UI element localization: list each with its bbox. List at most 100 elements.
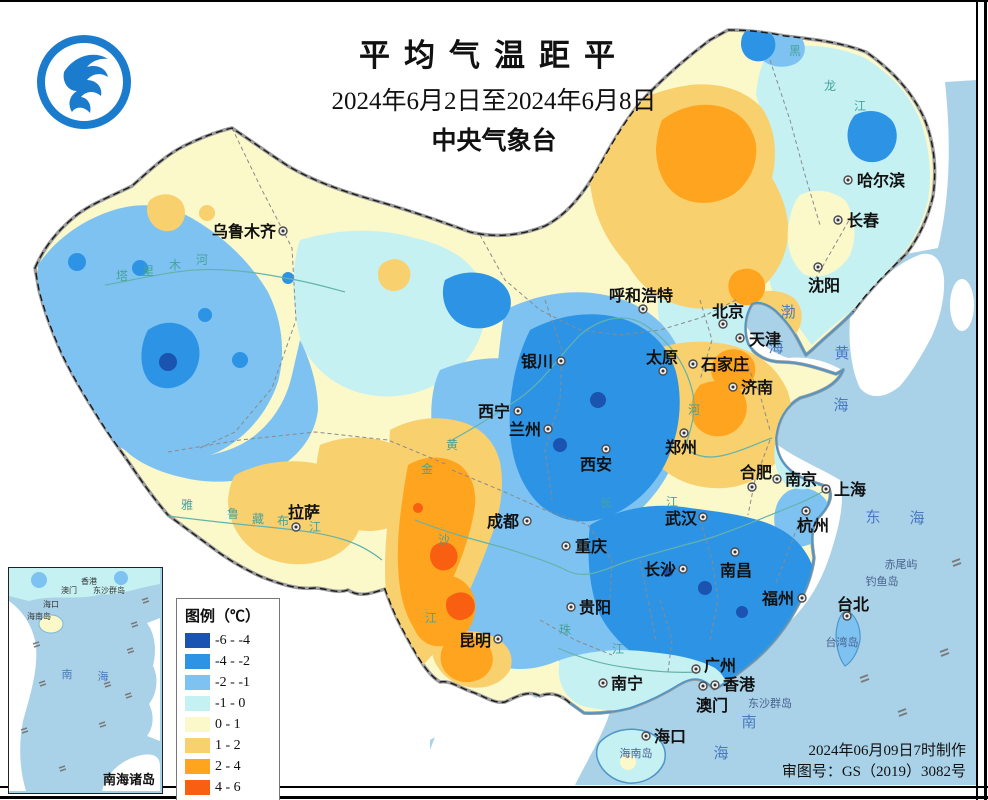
city-label: 济南: [741, 378, 773, 397]
yangtze-river: [414, 489, 827, 576]
city: 昆明: [459, 632, 503, 650]
anomaly-region: [146, 194, 186, 232]
city-label: 福州: [761, 589, 794, 608]
anomaly-region: [68, 253, 86, 271]
legend-label: 1 - 2: [215, 737, 241, 753]
city-label: 杭州: [797, 516, 829, 535]
river-label: 江: [612, 642, 624, 656]
city: 长沙: [644, 560, 688, 579]
international-border: [34, 29, 936, 704]
city: 西安: [580, 444, 612, 474]
city: 北京: [712, 302, 744, 329]
inset-sea-label: 南: [62, 668, 73, 681]
city-label: 郑州: [665, 438, 697, 457]
city-marker-dot: [281, 229, 285, 233]
anomaly-region: [442, 272, 511, 329]
river-label: 龙: [824, 79, 836, 93]
legend-label: -1 - 0: [215, 695, 246, 711]
inset-coast-spot: [114, 571, 128, 585]
city-label: 香港: [722, 675, 756, 694]
city: 重庆: [561, 537, 607, 556]
city-marker-dot: [601, 681, 605, 685]
inset-borneo: [102, 754, 160, 791]
city: 郑州: [665, 428, 697, 457]
city-label: 广州: [704, 656, 736, 675]
city-marker-dot: [721, 322, 725, 326]
frame-line-bottom-inner: [0, 786, 988, 788]
city: 武汉: [665, 509, 708, 528]
inset-place-label: 澳门: [61, 585, 77, 595]
city-label: 贵阳: [579, 598, 611, 617]
city-marker-dot: [750, 485, 754, 489]
anomaly-region: [656, 104, 757, 203]
city-marker-dot: [800, 596, 804, 600]
sea-label: 海: [833, 397, 848, 414]
city: 南宁: [598, 674, 643, 693]
city-label: 呼和浩特: [609, 286, 673, 305]
tarim-river: [104, 268, 346, 293]
city-label: 拉萨: [288, 503, 320, 522]
anomaly-region: [787, 190, 855, 277]
city-label: 沈阳: [808, 276, 840, 295]
city: 台北: [837, 595, 869, 621]
legend-item: 2 - 4: [185, 756, 273, 777]
river-layer: [104, 268, 827, 673]
city-marker-dot: [731, 385, 735, 389]
sea-label: 海: [909, 510, 924, 527]
city-marker-dot: [661, 369, 665, 373]
city-label: 天津: [749, 331, 781, 349]
city-marker-dot: [846, 178, 850, 182]
frame-line-right-inner: [976, 0, 978, 800]
city: 香港: [710, 675, 756, 694]
page-title: 平均气温距平: [359, 38, 629, 73]
anomaly-region: [698, 581, 712, 595]
legend-swatch: [185, 759, 210, 774]
city-label: 成都: [487, 512, 519, 531]
hainan-spot: [620, 754, 636, 770]
inset-island-marks: [20, 597, 150, 772]
anomaly-region: [741, 30, 776, 62]
anomaly-region: [663, 567, 673, 577]
inset-sea-label: 海: [98, 669, 109, 683]
inset-vietnam: [9, 601, 37, 791]
inset-place-label: 海口: [43, 599, 59, 609]
city: 杭州: [797, 506, 829, 535]
city: 福州: [761, 589, 807, 608]
legend-swatch: [185, 696, 210, 711]
province-borders: [167, 59, 853, 673]
city-marker-dot: [682, 431, 686, 435]
anomaly-region: [553, 438, 567, 452]
island-label: 赤尾屿: [885, 558, 918, 571]
river-label: 布: [277, 514, 289, 528]
city-label: 西宁: [478, 402, 510, 421]
city-marker-dot: [516, 409, 520, 413]
city: 太原: [645, 348, 678, 376]
city-marker-dot: [294, 525, 298, 529]
sea-label: 东: [865, 509, 880, 526]
city-marker-dot: [681, 567, 685, 571]
agency-name: 中央气象台: [431, 127, 557, 155]
city-label: 北京: [712, 302, 744, 321]
inset-place-label: 海南岛: [27, 611, 51, 621]
city-label: 南京: [785, 470, 817, 489]
anomaly-region: [736, 606, 748, 618]
anomaly-region: [120, 340, 318, 482]
city-label: 上海: [834, 480, 866, 499]
legend-swatch: [185, 780, 210, 795]
date-range: 2024年6月2日至2024年6月8日: [331, 88, 657, 115]
legend-item: -2 - -1: [185, 672, 273, 693]
river-label: 江: [666, 495, 678, 509]
anomaly-region: [847, 110, 897, 163]
legend-swatch: [185, 675, 210, 690]
city: 天津: [735, 331, 781, 349]
city-marker-dot: [701, 515, 705, 519]
inset-coast-spot: [31, 572, 47, 588]
city-marker-dot: [738, 336, 742, 340]
city-label: 昆明: [459, 632, 491, 650]
legend-item: 0 - 1: [185, 714, 273, 735]
city: 哈尔滨: [843, 171, 905, 190]
city-marker-dot: [546, 427, 550, 431]
